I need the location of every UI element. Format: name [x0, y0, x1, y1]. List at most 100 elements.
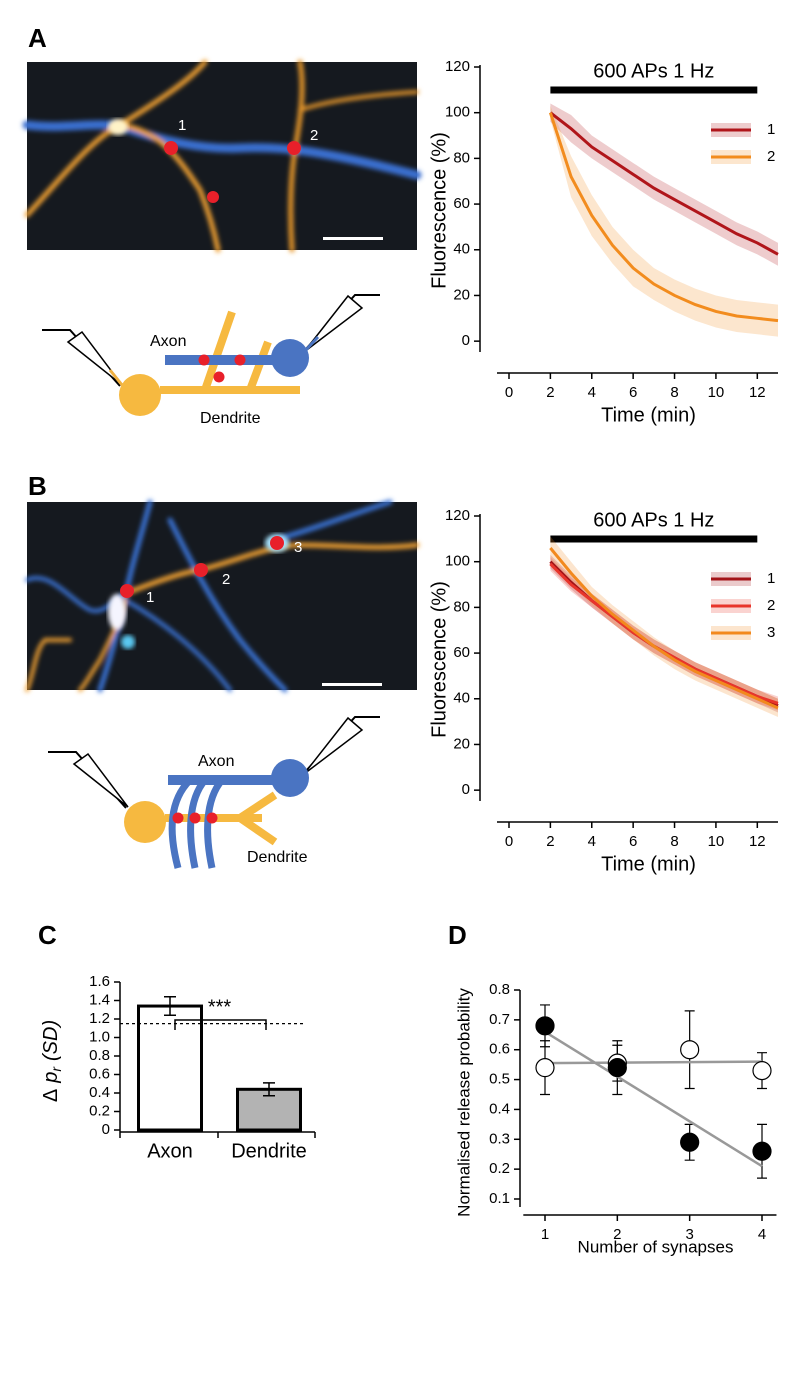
micrograph-shape	[323, 237, 383, 240]
y-tick-label: 0.4	[489, 1100, 510, 1117]
schematic-shape	[119, 374, 161, 416]
y-tick-label: 0	[462, 781, 470, 798]
x-tick-label: 2	[613, 1226, 621, 1243]
y-tick-label: 0.7	[489, 1011, 510, 1028]
micrograph-shape	[322, 683, 382, 686]
y-tick-label: 0.8	[489, 981, 510, 998]
y-tick-label: 1.2	[89, 1010, 110, 1027]
point	[607, 1058, 627, 1078]
point	[535, 1058, 555, 1078]
x-tick-label: 6	[629, 384, 637, 401]
schematic-shape	[246, 340, 272, 392]
y-tick-label: 100	[445, 553, 470, 570]
y-axis-label: Normalised release probability	[454, 988, 473, 1217]
y-tick-label: 60	[453, 644, 470, 661]
y-tick-label: 1.4	[89, 991, 110, 1008]
error-bar	[164, 996, 176, 1017]
schematic-shape	[213, 371, 225, 383]
fit-line	[544, 1060, 763, 1065]
x-axis-label: Time (min)	[601, 404, 696, 426]
significance-label: ***	[208, 996, 232, 1018]
schematic-shape	[198, 354, 210, 366]
y-tick-label: 0.2	[489, 1160, 510, 1177]
y-tick-label: 0.8	[89, 1047, 110, 1064]
micrograph-shape	[270, 536, 284, 550]
micrograph-shape	[120, 584, 134, 598]
y-tick-label: 1.6	[89, 973, 110, 990]
panel-label: A	[28, 23, 47, 53]
x-tick-label: 4	[588, 833, 596, 850]
y-tick-label: 0.2	[89, 1102, 110, 1119]
schematic-shape	[234, 354, 246, 366]
x-tick-label: 2	[546, 384, 554, 401]
x-tick-label: 10	[708, 833, 725, 850]
y-tick-label: 80	[453, 149, 470, 166]
y-tick-label: 0.1	[489, 1190, 510, 1207]
panel-label: C	[38, 920, 57, 950]
y-tick-label: 40	[453, 690, 470, 707]
y-tick-label: 0.6	[89, 1065, 110, 1082]
panel-label: B	[28, 471, 47, 501]
y-axis-label: Fluorescence (%)	[428, 581, 450, 738]
x-tick-label: 12	[749, 384, 766, 401]
line	[549, 547, 779, 710]
x-tick-label: 4	[588, 384, 596, 401]
micrograph-shape	[27, 502, 417, 690]
line	[549, 111, 779, 256]
y-tick-label: 1.0	[89, 1028, 110, 1045]
y-tick-label: 60	[453, 195, 470, 212]
image-label: 1	[146, 589, 154, 606]
schematic-shape	[237, 791, 278, 846]
x-axis-label: Number of synapses	[578, 1237, 734, 1256]
y-tick-label: 40	[453, 241, 470, 258]
x-tick-label: 8	[670, 384, 678, 401]
x-tick-label: 0	[505, 833, 513, 850]
schematic-label: Axon	[198, 753, 234, 770]
y-tick-label: 120	[445, 507, 470, 524]
y-tick-label: 20	[453, 286, 470, 303]
schematic-shape	[66, 330, 123, 386]
line	[548, 112, 779, 323]
x-tick-label: Dendrite	[231, 1140, 307, 1162]
y-tick-label: 0.4	[89, 1084, 110, 1101]
schematic-shape	[108, 369, 124, 386]
x-tick-label: 0	[505, 384, 513, 401]
micrograph-shape-shape	[272, 499, 393, 543]
stimulus-label: 600 APs 1 Hz	[593, 60, 714, 82]
x-tick-label: 4	[758, 1226, 766, 1243]
micrograph-shape-shape	[124, 542, 420, 596]
point	[752, 1141, 772, 1161]
micrograph-shape-shape	[167, 517, 288, 693]
legend-label: 3	[767, 624, 775, 641]
significance-bracket	[174, 1019, 267, 1030]
y-axis-label-part: (SD)	[40, 1020, 62, 1061]
micrograph-shape	[287, 141, 301, 155]
micrograph-shape	[25, 499, 420, 693]
y-tick-label: 0	[462, 332, 470, 349]
image-label: 2	[310, 127, 318, 144]
y-axis-label: Δpr (SD)	[40, 1020, 63, 1102]
error-bar	[263, 1082, 275, 1097]
legend-label: 1	[767, 121, 775, 138]
y-tick-label: 20	[453, 735, 470, 752]
micrograph-shape	[22, 59, 422, 253]
bar	[137, 1004, 203, 1132]
y-tick-label: 0.3	[489, 1130, 510, 1147]
schematic: Axon Dendrite	[48, 716, 380, 869]
y-tick-label: 0	[102, 1121, 110, 1138]
y-axis-label-part: r	[48, 1066, 64, 1072]
micrograph-shape	[164, 141, 178, 155]
micrograph-shape-shape	[298, 90, 419, 112]
schematic-shape	[189, 812, 201, 824]
image-label: 2	[222, 571, 230, 588]
micrograph-shape	[108, 119, 128, 135]
y-tick-label: 0.6	[489, 1041, 510, 1058]
point	[535, 1016, 555, 1036]
x-tick-label: 1	[541, 1226, 549, 1243]
y-axis-label-part: p	[40, 1072, 62, 1084]
point	[752, 1061, 772, 1081]
y-axis-label-part: Δ	[40, 1089, 62, 1102]
x-tick-label: 6	[629, 833, 637, 850]
schematic-shape	[303, 716, 364, 775]
schematic-label: Dendrite	[200, 410, 261, 427]
